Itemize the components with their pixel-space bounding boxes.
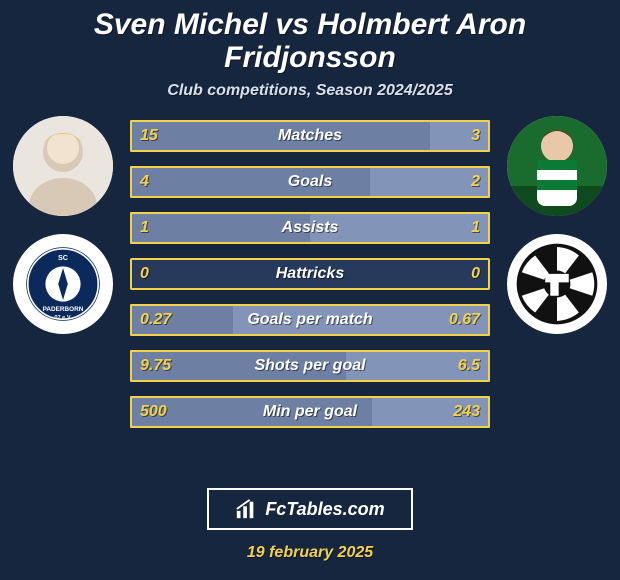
left-column: SC PADERBORN 07 e.V. — [8, 116, 118, 334]
stat-value-left: 0 — [130, 258, 159, 290]
stat-row: Min per goal500243 — [130, 396, 490, 428]
bar-left — [130, 350, 346, 382]
date-text: 19 february 2025 — [247, 544, 373, 562]
footer: FcTables.com 19 february 2025 — [0, 488, 620, 562]
stat-value-right: 0 — [461, 258, 490, 290]
club-left-badge: SC PADERBORN 07 e.V. — [13, 234, 113, 334]
bar-left — [130, 396, 372, 428]
bar-left — [130, 166, 370, 198]
bar-right — [233, 304, 490, 336]
brand-box: FcTables.com — [207, 488, 412, 530]
player-left-avatar — [13, 116, 113, 216]
stat-row: Goals42 — [130, 166, 490, 198]
club-right-icon — [515, 242, 599, 326]
bar-left — [130, 304, 233, 336]
stat-row: Shots per goal9.756.5 — [130, 350, 490, 382]
bar-right — [310, 212, 490, 244]
svg-text:PADERBORN: PADERBORN — [43, 306, 84, 313]
bar-right — [372, 396, 490, 428]
chart-icon — [235, 498, 257, 520]
brand-text: FcTables.com — [265, 499, 384, 520]
bar-left — [130, 212, 310, 244]
right-column — [502, 116, 612, 334]
stat-row: Assists11 — [130, 212, 490, 244]
stat-row: Hattricks0 0 — [130, 258, 490, 290]
club-left-icon: SC PADERBORN 07 e.V. — [23, 244, 103, 324]
stat-row: Goals per match0.270.67 — [130, 304, 490, 336]
stat-border — [130, 258, 490, 290]
subtitle: Club competitions, Season 2024/2025 — [0, 78, 620, 116]
person-icon — [13, 116, 113, 216]
stats-list: Matches153 Goals42 Assists11 Hattricks0 0 Goa… — [130, 120, 490, 428]
page-title: Sven Michel vs Holmbert Aron Fridjonsson — [0, 0, 620, 78]
person-icon — [507, 116, 607, 216]
stat-row: Matches153 — [130, 120, 490, 152]
club-right-badge — [507, 234, 607, 334]
svg-text:SC: SC — [58, 253, 68, 262]
content-area: SC PADERBORN 07 e.V. — [0, 116, 620, 456]
bar-right — [370, 166, 490, 198]
bar-right — [346, 350, 490, 382]
player-right-avatar — [507, 116, 607, 216]
stat-label: Hattricks — [130, 258, 490, 290]
comparison-card: Sven Michel vs Holmbert Aron Fridjonsson… — [0, 0, 620, 580]
svg-text:07 e.V.: 07 e.V. — [54, 315, 72, 321]
bar-left — [130, 120, 430, 152]
bar-right — [430, 120, 490, 152]
